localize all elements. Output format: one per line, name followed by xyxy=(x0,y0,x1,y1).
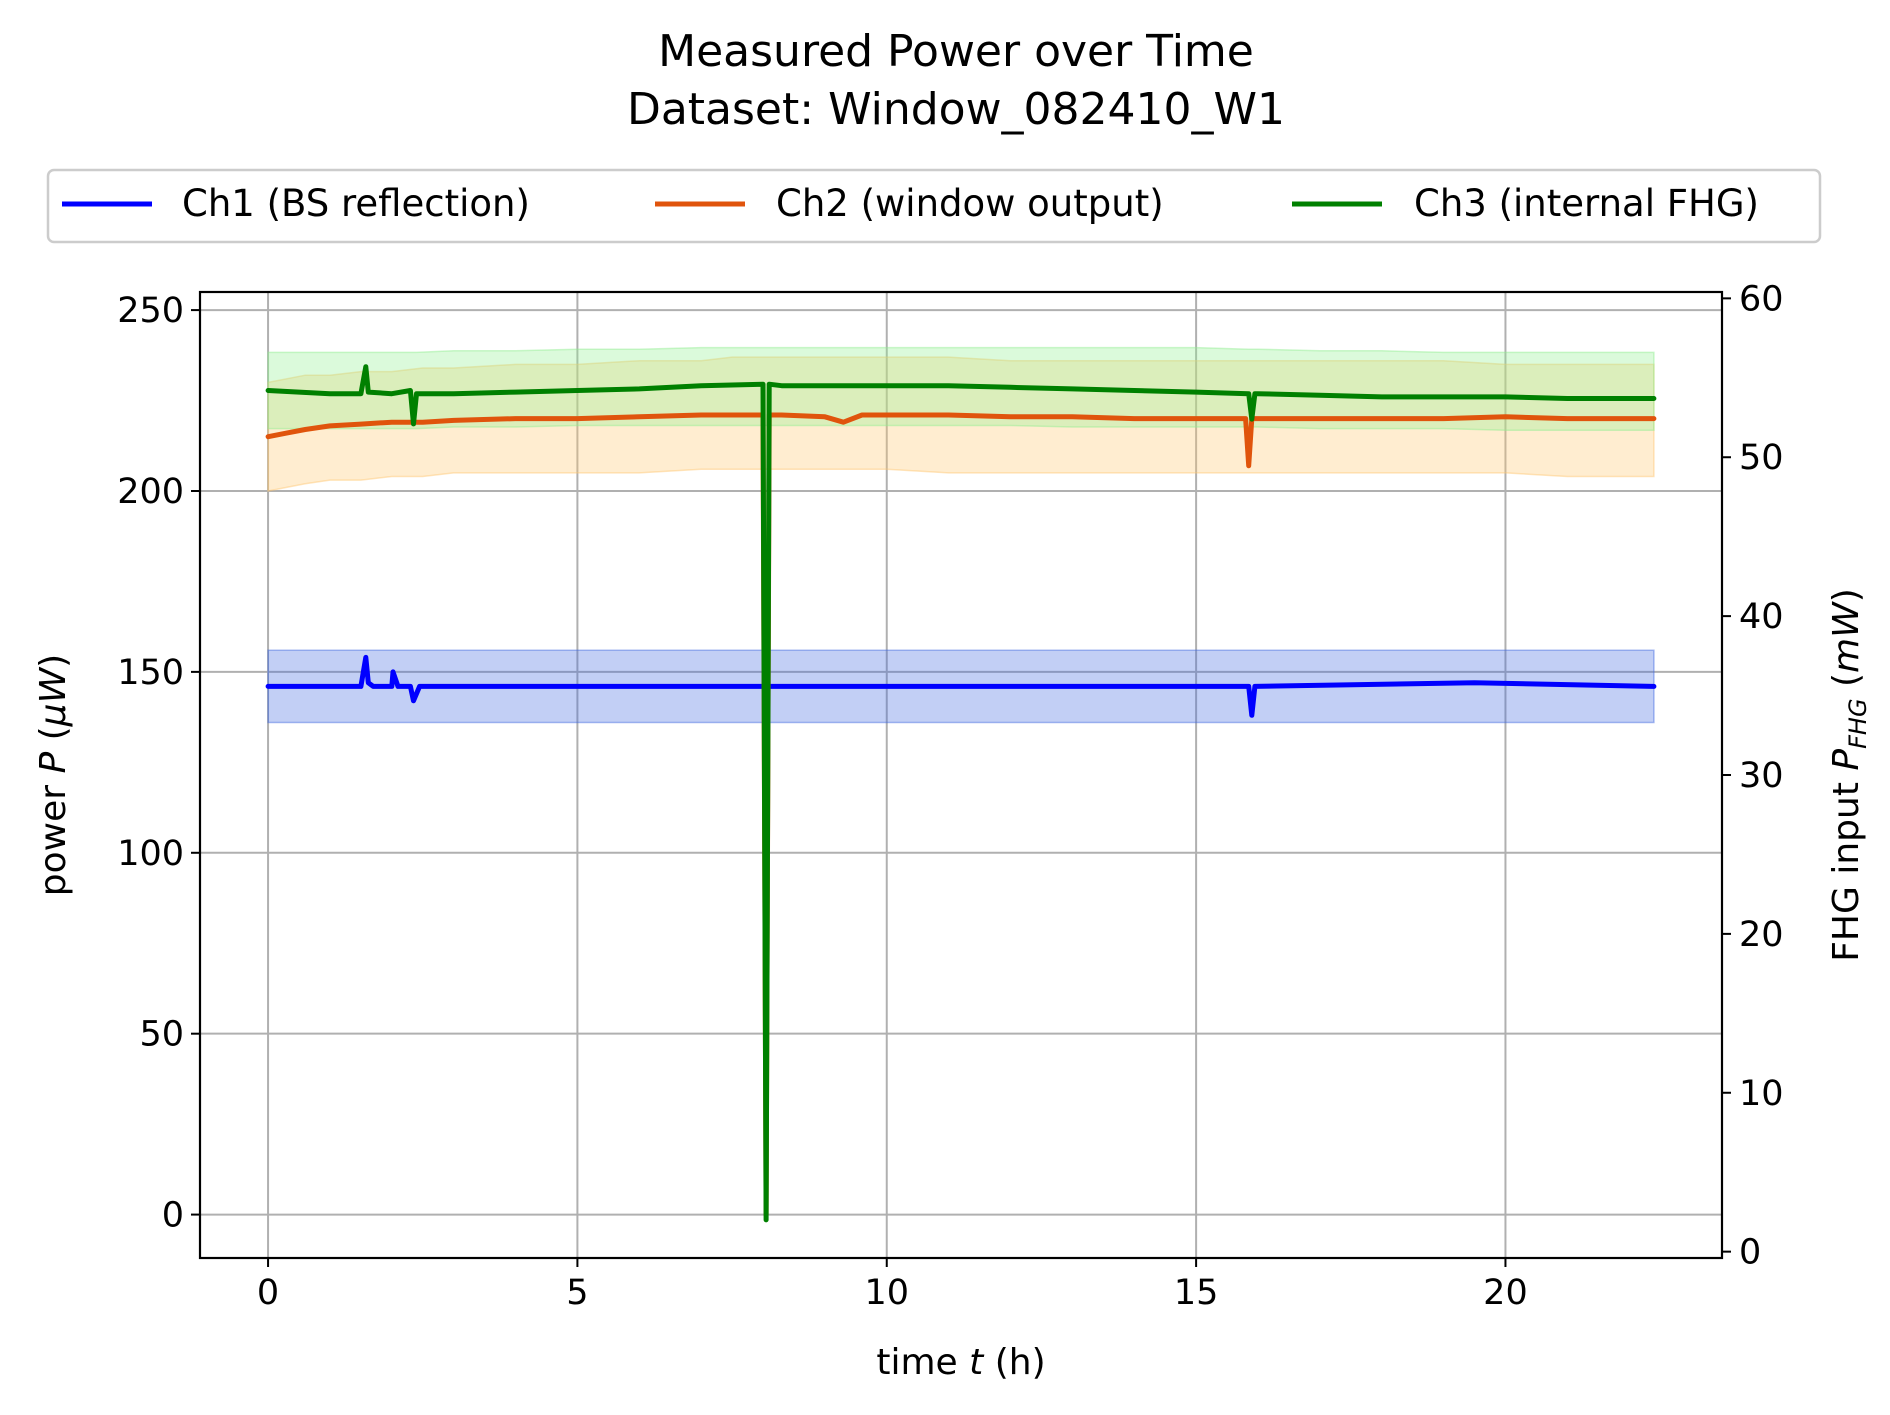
y2-axis-label: FHG input PFHG (mW) xyxy=(1826,588,1872,962)
y-axis-label: power P (μW) xyxy=(33,654,74,896)
x-tick-label: 10 xyxy=(864,1273,909,1313)
chart-title-line2: Dataset: Window_082410_W1 xyxy=(627,84,1285,135)
y2-axis-ticks: 0 10 20 30 40 50 60 xyxy=(1722,279,1784,1273)
series-line-1 xyxy=(265,654,1657,718)
uncertainty-bands xyxy=(267,346,1655,724)
legend-label-ch1: Ch1 (BS reflection) xyxy=(182,182,530,225)
y-tick-label: 50 xyxy=(139,1015,184,1055)
x-tick-label: 5 xyxy=(566,1273,588,1313)
y2-tick-label: 30 xyxy=(1739,756,1784,796)
x-axis-label-post: (h) xyxy=(983,1342,1045,1383)
x-axis-label-pre: time xyxy=(876,1342,969,1383)
x-axis-label-var: t xyxy=(969,1342,985,1383)
legend: Ch1 (BS reflection) Ch2 (window output) … xyxy=(46,168,1822,244)
y-axis-label-var: P xyxy=(33,752,74,774)
y2-tick-label: 0 xyxy=(1739,1233,1761,1273)
y-tick-label: 250 xyxy=(117,291,184,331)
y2-axis-label-var: P xyxy=(1826,749,1867,771)
grid xyxy=(200,292,1722,1258)
y2-axis-label-close: ) xyxy=(1826,588,1867,602)
y2-tick-label: 40 xyxy=(1739,597,1784,637)
legend-label-ch3: Ch3 (internal FHG) xyxy=(1414,182,1759,225)
y-axis-ticks: 0 50 100 150 200 250 xyxy=(117,291,200,1236)
y-tick-label: 0 xyxy=(162,1196,184,1236)
series-lines xyxy=(265,364,1657,1223)
y2-axis-label-pre: FHG input xyxy=(1826,771,1867,962)
y-tick-label: 100 xyxy=(117,834,184,874)
x-axis-ticks: 0 5 10 15 20 xyxy=(257,1258,1528,1313)
y2-tick-label: 20 xyxy=(1739,915,1784,955)
y-axis-label-close: ) xyxy=(33,654,74,668)
band-3 xyxy=(267,346,1655,431)
y2-axis-label-open: ( xyxy=(1826,673,1867,699)
y2-tick-label: 50 xyxy=(1739,438,1784,478)
series-line-3 xyxy=(265,364,1657,1223)
y-axis-label-unit: μW xyxy=(33,666,74,727)
y2-axis-label-sub: FHG xyxy=(1844,698,1872,748)
y2-axis-label-unit: mW xyxy=(1826,601,1867,673)
chart-title-line1: Measured Power over Time xyxy=(658,26,1254,77)
x-tick-label: 15 xyxy=(1174,1273,1219,1313)
x-tick-label: 20 xyxy=(1483,1273,1528,1313)
legend-label-ch2: Ch2 (window output) xyxy=(776,182,1164,225)
y2-tick-label: 10 xyxy=(1739,1074,1784,1114)
y2-tick-label: 60 xyxy=(1739,279,1784,319)
y-axis-label-pre: power xyxy=(33,774,74,897)
x-axis-label: time t (h) xyxy=(876,1342,1045,1383)
y-tick-label: 150 xyxy=(117,653,184,693)
series-line-2 xyxy=(265,412,1657,1218)
y-axis-label-open: ( xyxy=(33,726,74,752)
legend-frame xyxy=(46,168,1822,244)
y-tick-label: 200 xyxy=(117,472,184,512)
x-tick-label: 0 xyxy=(257,1273,279,1313)
